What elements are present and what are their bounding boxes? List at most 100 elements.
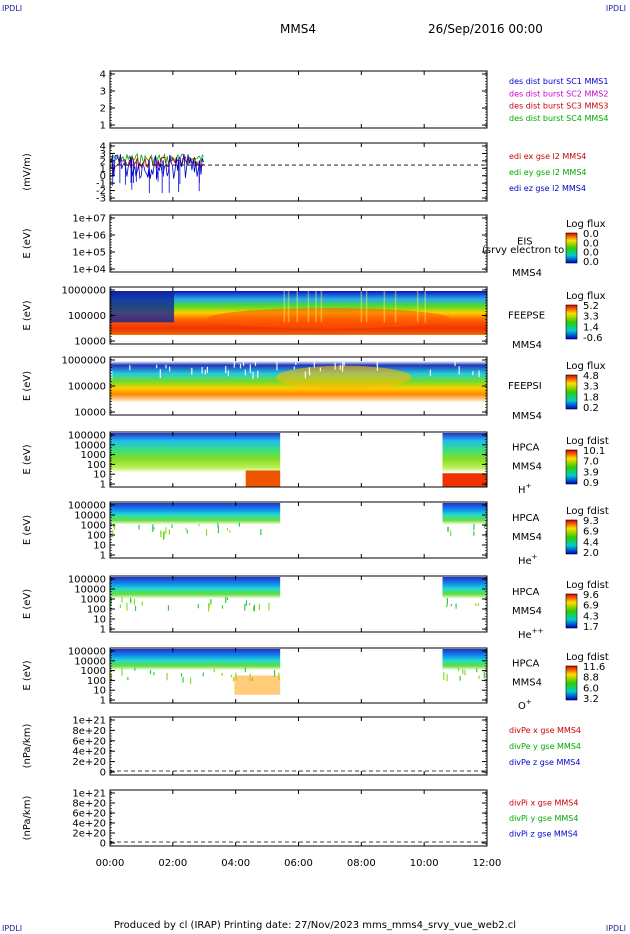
legend-entry: divPe y gse MMS4 [509, 742, 581, 751]
species-label: He++ [518, 627, 544, 641]
hpca-spectrogram [442, 577, 487, 631]
colorbar [565, 665, 578, 701]
feepse-peak [208, 308, 450, 329]
hpca-speckle [455, 603, 457, 609]
y-tick-label: 10000 [74, 585, 106, 596]
date-title: 26/Sep/2016 00:00 [428, 22, 543, 36]
colorbar-label: 0.0 [583, 248, 599, 259]
y-axis-label: E (eV) [22, 589, 33, 619]
hpca-speckle [478, 675, 480, 680]
feepsi-gap [309, 371, 311, 376]
y-tick-label: 100 [87, 460, 106, 471]
y-tick-label: 100000 [68, 311, 106, 322]
y-tick-label: 1000000 [61, 356, 106, 367]
hpca-speckle [110, 598, 112, 606]
colorbar-label: 3.2 [583, 694, 599, 705]
hpca-speckle [238, 522, 241, 527]
hpca-speckle [149, 669, 152, 675]
hpca-speckle [134, 667, 136, 671]
hpca-speckle [447, 526, 449, 532]
corner-label-tr: IPDLI [605, 4, 626, 13]
y-tick-label: 2 [100, 156, 106, 167]
hpca-speckle [153, 672, 155, 676]
feepsi-gap [206, 366, 209, 373]
y-tick-label: 1 [100, 121, 106, 132]
feepsi-gap [342, 361, 344, 369]
feepsi-gap [129, 365, 131, 371]
colorbar-label: 0.0 [583, 238, 599, 249]
hpca-speckle [205, 529, 208, 536]
x-tick-label: 02:00 [158, 858, 187, 869]
panel-frame [109, 70, 488, 129]
feepsi-gap [204, 370, 206, 375]
hpca-speckle [121, 668, 123, 676]
legend-entry: des dist burst SC2 MMS2 [509, 89, 608, 98]
feepsi-gap [244, 369, 246, 376]
hpca-speckle [450, 604, 452, 607]
colorbar-label: 9.3 [583, 516, 599, 527]
colorbar-label: 11.6 [583, 662, 605, 673]
colorbar [565, 232, 578, 264]
y-tick-label: 1 [100, 480, 106, 491]
y-tick-label: 10000 [74, 511, 106, 522]
y-tick-label: 1e+21 [72, 789, 106, 800]
hpca-speckle [464, 669, 466, 676]
colorbar-label: 1.7 [583, 622, 599, 633]
y-axis-label: E (eV) [22, 515, 33, 545]
feepsi-gap [257, 370, 259, 379]
feepsi-gap [239, 363, 242, 369]
feepse-streak [416, 291, 419, 323]
legend-entry: edi ey gse l2 MMS4 [509, 168, 587, 177]
species-charge: ++ [532, 627, 544, 635]
hpca-speckle [197, 604, 199, 609]
legend-entry: divPe x gse MMS4 [509, 726, 581, 735]
colorbar-label: 8.8 [583, 673, 599, 684]
hpca-low-energy-band [234, 675, 281, 695]
feepse-streak [307, 291, 310, 323]
hpca-speckle [126, 602, 128, 611]
colorbar-label: 10.1 [583, 446, 605, 457]
hpca-speckle [226, 597, 229, 601]
y-axis-label: (nPa/km) [22, 724, 33, 769]
x-tick-label: 10:00 [410, 858, 439, 869]
y-tick-label: 10 [93, 686, 106, 697]
colorbar-label: -0.6 [583, 333, 603, 344]
feepsi-gap [295, 362, 297, 366]
hpca-speckle [226, 528, 229, 531]
hpca-speckle [182, 676, 184, 683]
hpca-speckle [163, 530, 165, 539]
spacecraft-label: MMS4 [512, 532, 542, 543]
y-tick-label: 6e+20 [72, 809, 106, 820]
hpca-speckle [165, 527, 167, 534]
hpca-speckle [477, 603, 480, 606]
y-tick-label: 8e+20 [72, 799, 106, 810]
x-tick-label: 04:00 [221, 858, 250, 869]
feepsi-gap [233, 362, 235, 368]
instrument-label: EIS [517, 237, 533, 248]
hpca-speckle [198, 524, 200, 527]
y-tick-label: 0 [100, 768, 106, 779]
colorbar-title: Log fdist [566, 652, 609, 663]
y-tick-label: 100000 [68, 431, 106, 442]
panel-p3: 1e+04 1e+05 1e+06 1e+07 E (eV) EIS MMS4 (srvy e… [22, 214, 606, 280]
instrument-label: HPCA [512, 443, 540, 454]
y-axis-label: E (eV) [22, 228, 33, 258]
feepsi-gap [308, 367, 310, 374]
panel-frame [109, 716, 488, 776]
y-tick-label: 1e+04 [72, 265, 106, 276]
feepse-streak [296, 291, 299, 323]
legend-entry: des dist burst SC1 MMS1 [509, 77, 608, 86]
legend-entry: divPi z gse MMS4 [509, 830, 578, 839]
colorbar-label: 4.3 [583, 611, 599, 622]
panel-frame [109, 214, 488, 273]
feepse-low-region [110, 291, 175, 323]
hpca-speckle [229, 530, 231, 533]
colorbar-title: Log fdist [566, 436, 609, 447]
feepsi-gap [252, 371, 254, 380]
colorbar-label: 5.2 [583, 301, 599, 312]
feepse-streak [287, 291, 290, 323]
feepsi-gap [319, 367, 321, 372]
